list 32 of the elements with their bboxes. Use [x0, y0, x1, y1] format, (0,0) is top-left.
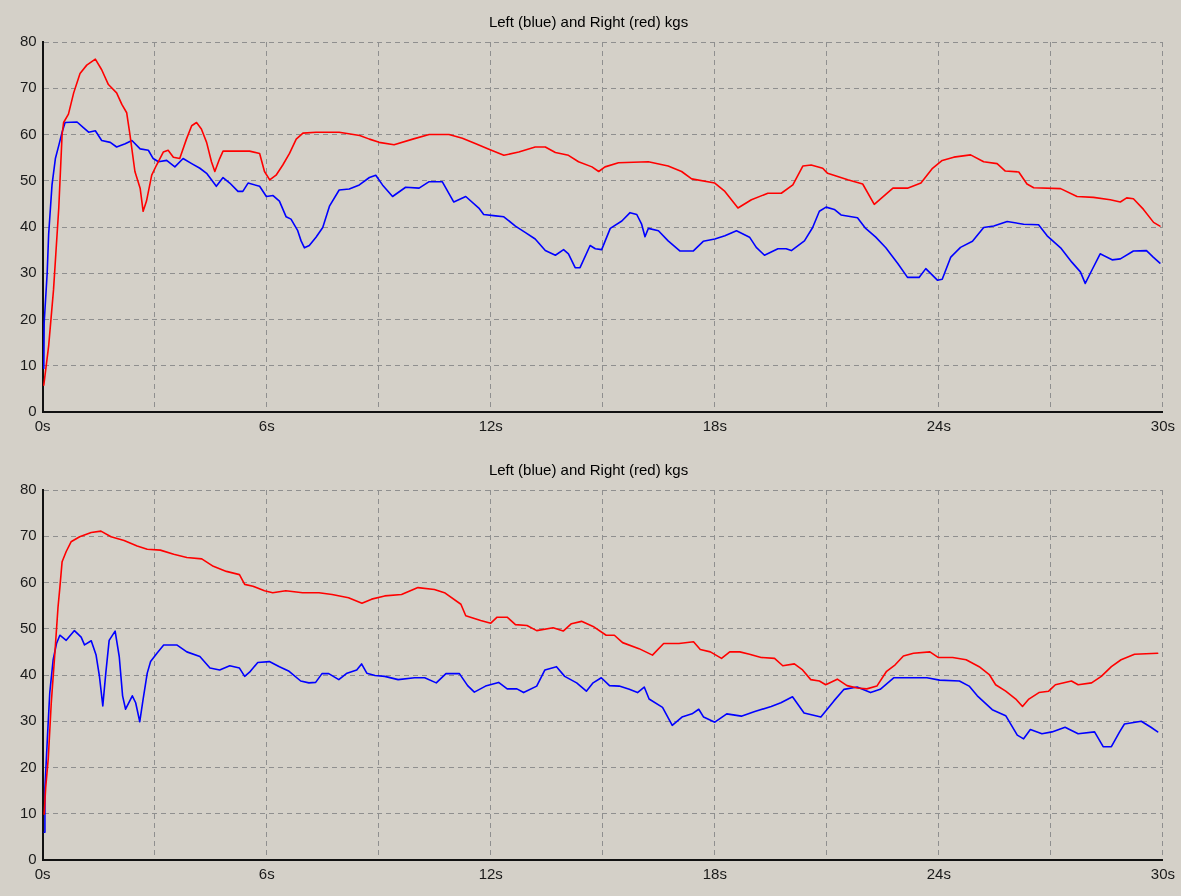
y-tick-label: 20 [20, 757, 37, 775]
x-tick-label: 24s [926, 865, 951, 883]
y-tick-label: 60 [20, 572, 37, 590]
y-tick-label: 50 [20, 170, 37, 188]
x-tick-label: 0s [34, 417, 51, 435]
x-tick-label: 0s [34, 865, 51, 883]
y-tick-label: 70 [20, 78, 37, 96]
x-tick-label: 30s [1150, 417, 1175, 435]
x-tick-label: 6s [258, 865, 275, 883]
y-tick-label: 50 [20, 618, 37, 636]
chart-title: Left (blue) and Right (red) kgs [488, 13, 689, 31]
y-tick-label: 10 [20, 355, 37, 373]
y-tick-label: 80 [20, 480, 37, 498]
y-tick-label: 70 [20, 526, 37, 544]
y-tick-label: 40 [20, 665, 37, 683]
x-tick-label: 18s [702, 417, 727, 435]
y-tick-label: 60 [20, 124, 37, 142]
x-tick-label: 12s [478, 417, 503, 435]
y-tick-label: 0 [28, 850, 37, 868]
y-tick-label: 20 [20, 309, 37, 327]
x-tick-label: 12s [478, 865, 503, 883]
x-tick-label: 18s [702, 865, 727, 883]
x-tick-label: 30s [1150, 865, 1175, 883]
y-tick-label: 30 [20, 263, 37, 281]
x-tick-label: 6s [258, 417, 275, 435]
y-tick-label: 0 [28, 402, 37, 420]
y-tick-label: 10 [20, 803, 37, 821]
y-tick-label: 30 [20, 711, 37, 729]
y-tick-label: 40 [20, 217, 37, 235]
chart-title: Left (blue) and Right (red) kgs [488, 461, 689, 479]
x-tick-label: 24s [926, 417, 951, 435]
y-tick-label: 80 [20, 32, 37, 50]
